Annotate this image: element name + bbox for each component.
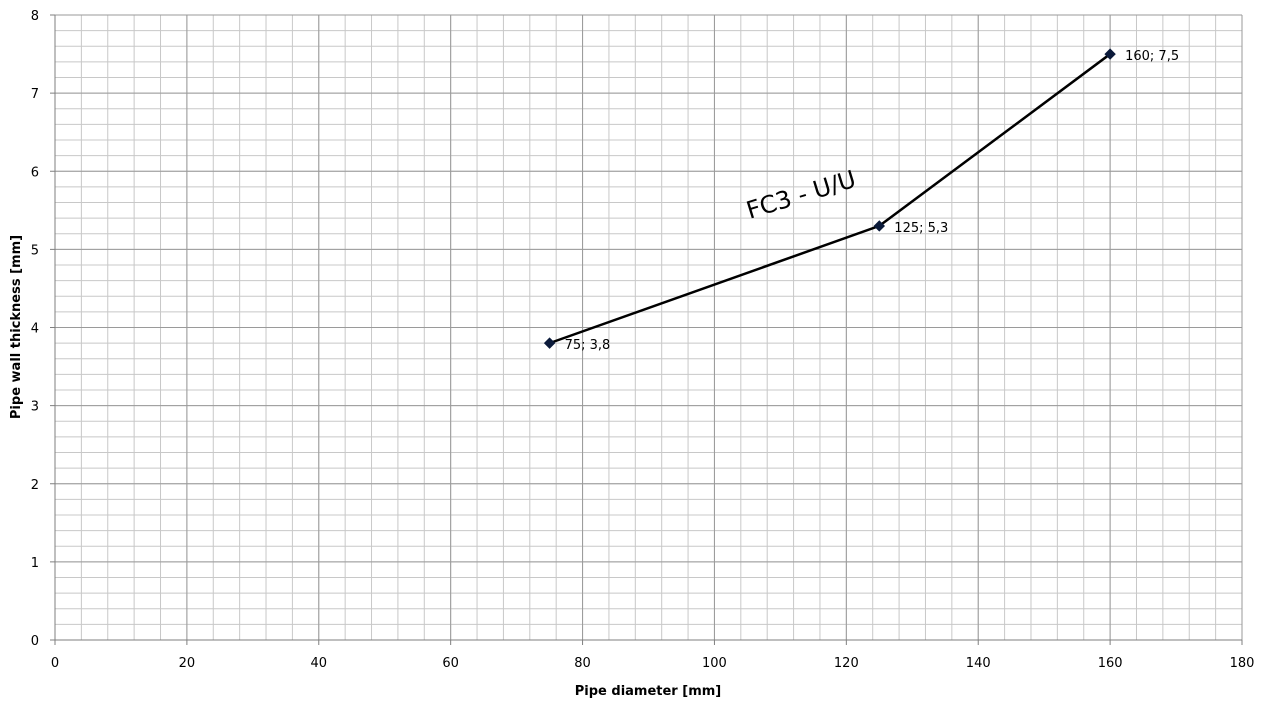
y-tick-label: 8 bbox=[31, 9, 39, 24]
y-tick-label: 1 bbox=[31, 556, 39, 571]
x-tick-label: 180 bbox=[1230, 656, 1255, 671]
x-tick-label: 140 bbox=[966, 656, 991, 671]
data-point-marker bbox=[873, 220, 886, 232]
y-tick-label: 0 bbox=[31, 634, 39, 649]
x-tick-label: 80 bbox=[574, 656, 591, 671]
x-tick-label: 100 bbox=[702, 656, 727, 671]
x-tick-label: 120 bbox=[834, 656, 859, 671]
y-axis-label: Pipe wall thickness [mm] bbox=[9, 235, 24, 419]
y-tick-labels: 0 1 2 3 4 5 6 7 8 bbox=[31, 9, 39, 649]
data-point-label: 160; 7,5 bbox=[1125, 49, 1179, 64]
x-tick-label: 20 bbox=[179, 656, 196, 671]
data-point-label: 75; 3,8 bbox=[565, 338, 611, 353]
y-tick-label: 4 bbox=[31, 322, 39, 337]
y-tick-label: 5 bbox=[31, 243, 39, 258]
x-tick-label: 0 bbox=[51, 656, 59, 671]
series-points bbox=[543, 48, 1116, 349]
x-tick-label: 60 bbox=[442, 656, 459, 671]
data-labels: 75; 3,8 125; 5,3 160; 7,5 bbox=[565, 49, 1180, 353]
data-point-label: 125; 5,3 bbox=[894, 221, 948, 236]
data-point-marker bbox=[1104, 48, 1116, 60]
series-annotation: FC3 - U/U bbox=[743, 165, 859, 225]
x-tick-label: 40 bbox=[311, 656, 328, 671]
y-tick-label: 6 bbox=[31, 165, 39, 180]
data-point-marker bbox=[543, 337, 556, 349]
y-tick-label: 7 bbox=[31, 87, 39, 102]
y-tick-label: 3 bbox=[31, 400, 39, 415]
y-tick-label: 2 bbox=[31, 478, 39, 493]
axes bbox=[50, 14, 1243, 645]
x-axis-label: Pipe diameter [mm] bbox=[575, 684, 721, 699]
x-tick-labels: 0 20 40 60 80 100 120 140 160 180 bbox=[51, 656, 1255, 671]
x-tick-label: 160 bbox=[1098, 656, 1123, 671]
